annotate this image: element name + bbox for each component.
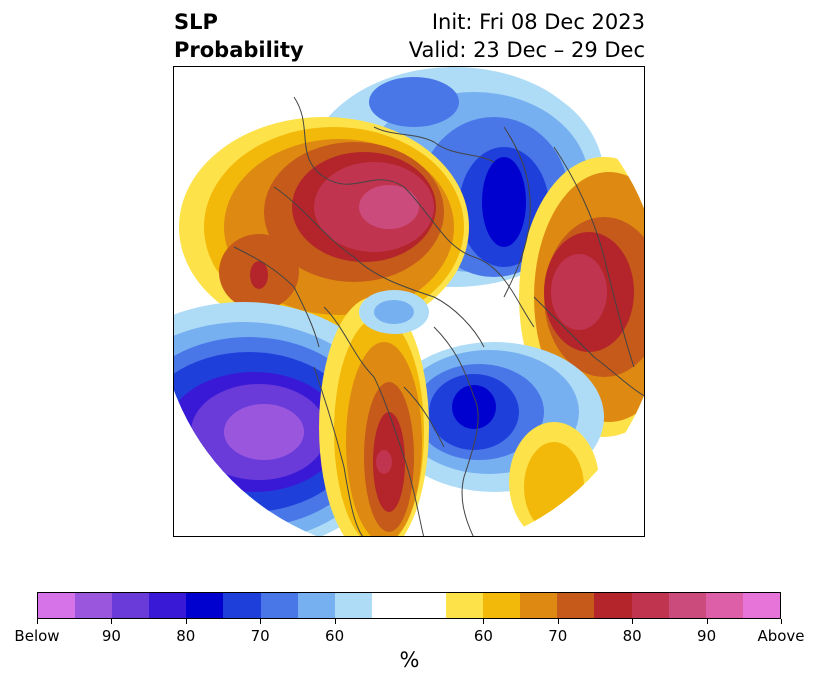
colorbar-cell [520,593,558,618]
colorbar-tick-label: Above [757,627,805,645]
product-label: Probability [174,38,304,62]
colorbar-tick-label: 60 [473,627,493,645]
colorbar-tick-mark [260,619,262,624]
colorbar [37,592,781,619]
colorbar-tick-mark [557,619,559,624]
colorbar-tick-mark [37,619,38,624]
colorbar-cell [149,593,187,618]
colorbar-tick-label: 70 [250,627,270,645]
colorbar-cell [223,593,261,618]
init-date-label: Init: Fri 08 Dec 2023 [431,10,645,34]
colorbar-tick-mark [334,619,336,624]
coastlines [233,96,644,536]
colorbar-tick-label: 80 [622,627,642,645]
colorbar-cell [446,593,484,618]
colorbar-unit-label: % [399,648,420,672]
colorbar-cell [742,593,780,618]
colorbar-cell [594,593,632,618]
colorbar-tick-label: 70 [548,627,568,645]
chart-title-left: SLP Probability [174,8,304,64]
high-pressure-region-subtropical [509,422,599,536]
colorbar-cell [668,593,706,618]
colorbar-cell [112,593,150,618]
colorbar-cell [334,593,372,618]
probability-map [173,66,645,537]
colorbar-tick-label: 90 [697,627,717,645]
colorbar-cell [408,593,447,618]
colorbar-cell [371,593,409,618]
variable-label: SLP [174,10,218,34]
colorbar-cell [483,593,521,618]
colorbar-tick-mark [185,619,187,624]
colorbar-cell [705,593,743,618]
colorbar-cell [557,593,595,618]
valid-range-label: Valid: 23 Dec – 29 Dec [408,38,645,62]
colorbar-tick-label: 90 [101,627,121,645]
colorbar-tick-label: 60 [325,627,345,645]
colorbar-cell [631,593,669,618]
colorbar-cell [186,593,224,618]
colorbar-tick-label: Below [14,627,60,645]
colorbar-tick-mark [706,619,708,624]
colorbar-tick-label: 80 [176,627,196,645]
colorbar-cell [297,593,335,618]
low-pressure-core-canada [374,300,414,324]
low-pressure-region-pacific [174,302,404,536]
chart-title-right: Init: Fri 08 Dec 2023 Valid: 23 Dec – 29… [409,8,645,64]
colorbar-cell [75,593,113,618]
colorbar-tick-mark [781,619,782,624]
high-pressure-region-north-america [319,297,429,536]
colorbar-tick-mark [632,619,634,624]
map-plot [174,67,644,536]
colorbar-cell [260,593,298,618]
colorbar-tick-mark [483,619,485,624]
colorbar-cell [38,593,76,618]
colorbar-tick-mark [111,619,113,624]
